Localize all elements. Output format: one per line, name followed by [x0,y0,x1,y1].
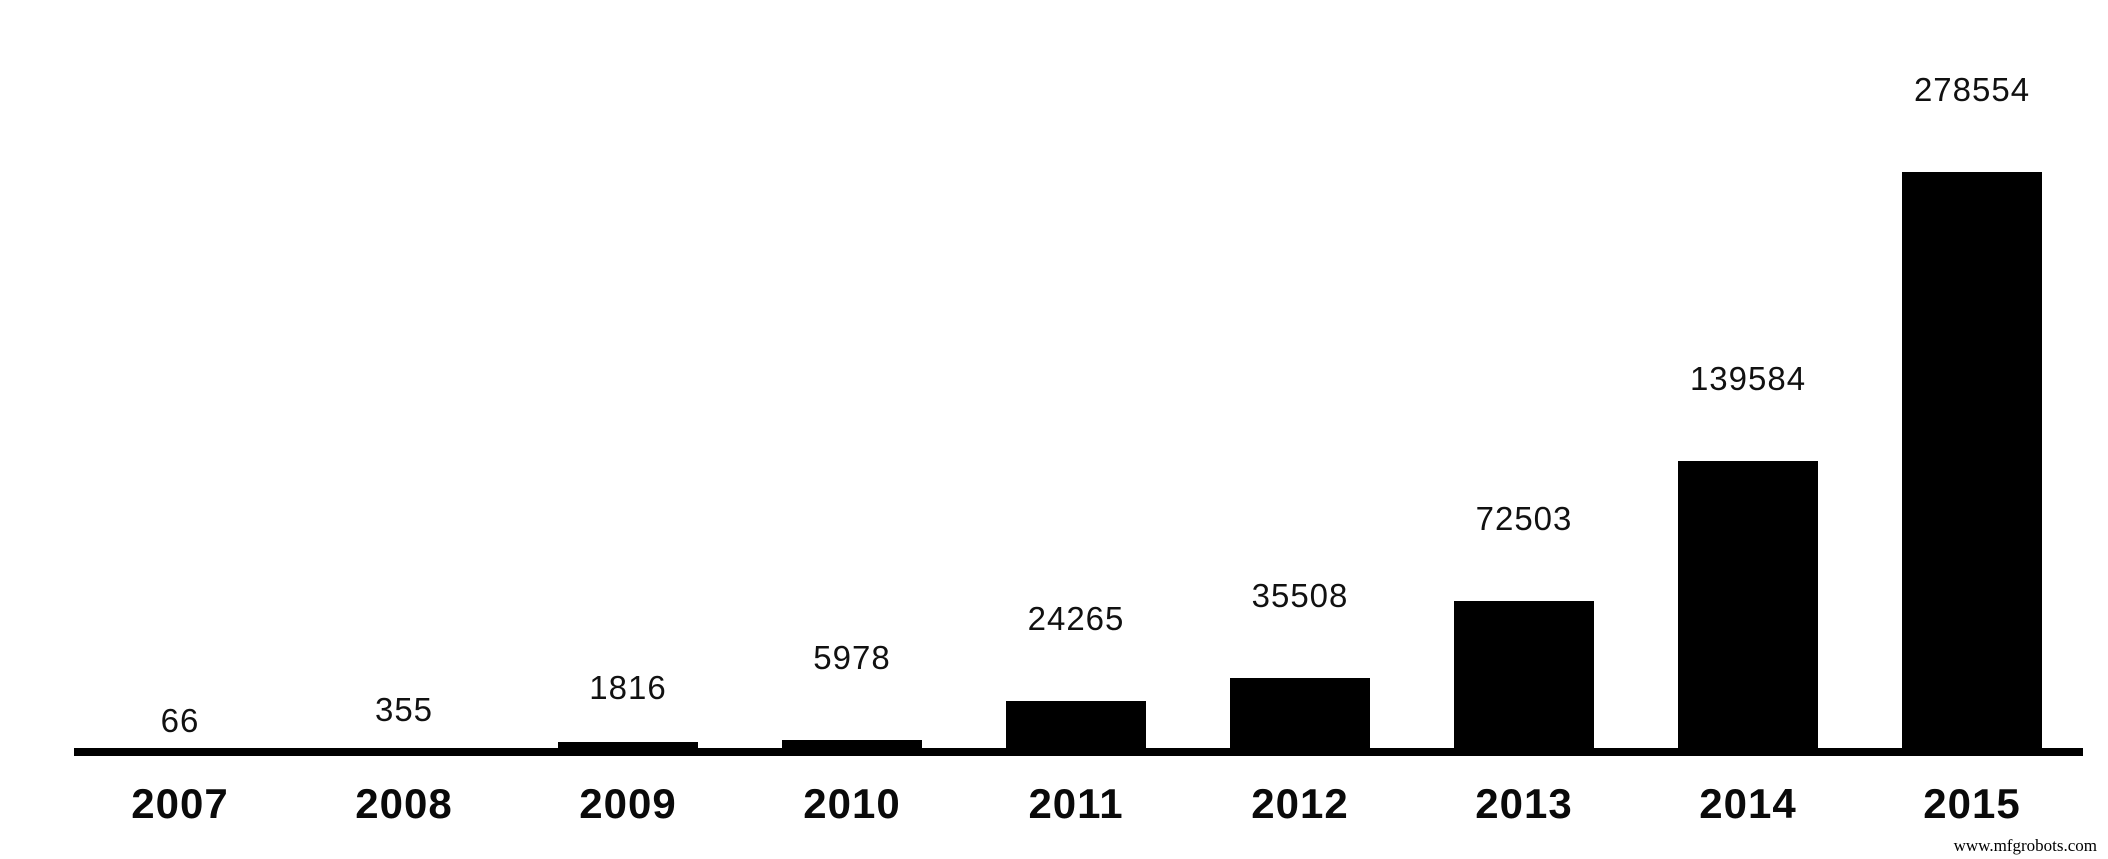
x-axis-line [74,748,2083,756]
bar-2010 [782,739,922,752]
bar-2009 [558,742,698,752]
x-axis-tick-label: 2007 [131,780,229,827]
x-axis-tick-label: 2012 [1251,780,1349,827]
bar-value-label: 35508 [1251,577,1349,615]
bar-value-label: 1816 [589,668,667,706]
bar-value-label: 139584 [1689,360,1807,398]
bar-2012 [1230,678,1370,752]
bar-value-label: 5978 [813,638,891,676]
x-axis-tick-label: 2015 [1923,780,2021,827]
bar-2013 [1454,601,1594,752]
x-axis-tick-label: 2013 [1475,780,1573,827]
x-axis-tick-label: 2010 [803,780,901,827]
x-axis-tick-label: 2014 [1699,780,1797,827]
bar-value-label: 278554 [1913,71,2031,108]
x-axis-tick-label: 2009 [579,780,677,827]
bar-value-label: 72503 [1475,500,1573,538]
bar-2015 [1902,172,2042,752]
x-axis-tick-label: 2011 [1028,780,1124,827]
x-axis-tick-label: 2008 [355,780,453,827]
bar-2014 [1678,461,1818,752]
bar-value-label: 355 [374,690,434,728]
bar-value-label: 66 [160,702,200,740]
bar-2011 [1006,701,1146,752]
watermark: www.mfgrobots.com [1953,836,2097,855]
bar-value-label: 24265 [1027,600,1125,638]
